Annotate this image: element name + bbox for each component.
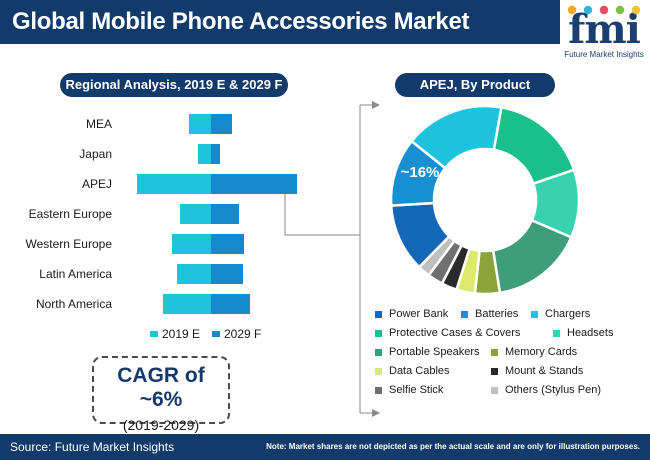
regional-bar-chart: MEA Japan APEJ Eastern Europe Western Europe… xyxy=(26,114,297,314)
legend-label: Batteries xyxy=(475,308,519,320)
donut-slice xyxy=(491,218,573,295)
category-label: Eastern Europe xyxy=(29,207,113,221)
page-title: Global Mobile Phone Accessories Market xyxy=(0,0,560,44)
cagr-value: CAGR of ~6% xyxy=(117,364,205,411)
bar-2019 xyxy=(189,114,211,134)
bar-2029 xyxy=(211,234,244,254)
legend-label: Chargers xyxy=(545,308,591,320)
footer-source: Source: Future Market Insights xyxy=(10,440,175,454)
legend-label-2029: 2029 F xyxy=(224,327,262,341)
footer-note: Note: Market shares are not depicted as … xyxy=(266,442,640,451)
regional-analysis-heading: Regional Analysis, 2019 E & 2029 F xyxy=(60,73,288,97)
legend-swatch xyxy=(375,330,382,337)
legend-label: Protective Cases & Covers xyxy=(389,327,521,339)
fmi-logo: fmi Future Market Insights xyxy=(558,2,650,59)
apej-by-product-heading: APEJ, By Product xyxy=(395,73,555,97)
category-label: Western Europe xyxy=(26,237,113,251)
legend-swatch xyxy=(491,349,498,356)
bar-2019 xyxy=(137,174,211,194)
legend-swatch-2029 xyxy=(212,331,220,337)
legend-swatch xyxy=(491,368,498,375)
legend-swatch xyxy=(375,311,382,318)
logo-dot xyxy=(631,5,641,15)
bar-2019 xyxy=(180,204,211,224)
bar-2019 xyxy=(198,144,211,164)
category-label: APEJ xyxy=(82,177,112,191)
legend-swatch xyxy=(375,387,382,394)
logo-dot xyxy=(615,5,625,15)
bar-2029 xyxy=(211,264,243,284)
category-label: North America xyxy=(36,297,112,311)
bar-2029 xyxy=(211,174,297,194)
footer: Source: Future Market Insights Note: Mar… xyxy=(0,434,650,460)
legend-swatch xyxy=(375,368,382,375)
logo-dots-icon xyxy=(567,5,641,15)
logo-dot xyxy=(583,5,593,15)
bar-chart-legend: 2019 E 2029 F xyxy=(150,326,290,342)
legend-label: Selfie Stick xyxy=(389,384,444,396)
legend-label: Memory Cards xyxy=(505,346,578,358)
logo-dot xyxy=(599,5,609,15)
logo-text: fmi xyxy=(568,6,641,53)
legend-label: Others (Stylus Pen) xyxy=(505,384,601,396)
legend-label: Power Bank xyxy=(389,308,449,320)
category-label: MEA xyxy=(86,117,112,131)
donut-slice xyxy=(492,105,576,186)
bar-2019 xyxy=(177,264,211,284)
category-label: Japan xyxy=(79,147,112,161)
bar-2019 xyxy=(172,234,211,254)
legend-swatch-2019 xyxy=(150,331,158,337)
legend-swatch xyxy=(375,349,382,356)
donut-slice xyxy=(409,104,503,170)
category-label: Latin America xyxy=(39,267,112,281)
legend-swatch xyxy=(461,311,468,318)
legend-label: Mount & Stands xyxy=(505,365,584,377)
connector-line xyxy=(284,179,360,236)
legend-label: Portable Speakers xyxy=(389,346,480,358)
legend-label: Headsets xyxy=(567,327,614,339)
legend-label-2019: 2019 E xyxy=(162,327,201,341)
legend-swatch xyxy=(491,387,498,394)
donut-annotation: ~16% xyxy=(401,164,440,181)
logo-dot xyxy=(567,5,577,15)
cagr-callout: CAGR of ~6% (2019-2029) xyxy=(92,356,230,433)
bar-2019 xyxy=(163,294,211,314)
bar-2029 xyxy=(211,144,220,164)
donut-chart-legend: Power Bank Batteries Chargers Protective Ca… xyxy=(375,306,650,406)
bar-2029 xyxy=(211,294,250,314)
legend-label: Data Cables xyxy=(389,365,450,377)
arrow-bottom-icon xyxy=(372,409,380,417)
logo-subtitle: Future Market Insights xyxy=(564,50,644,59)
legend-swatch xyxy=(553,330,560,337)
bar-2029 xyxy=(211,114,232,134)
arrow-top-icon xyxy=(372,101,380,109)
apej-donut-chart: ~16% xyxy=(389,104,581,296)
cagr-period: (2019-2029) xyxy=(122,417,200,433)
bar-2029 xyxy=(211,204,239,224)
legend-swatch xyxy=(531,311,538,318)
connector-bracket xyxy=(284,101,380,417)
